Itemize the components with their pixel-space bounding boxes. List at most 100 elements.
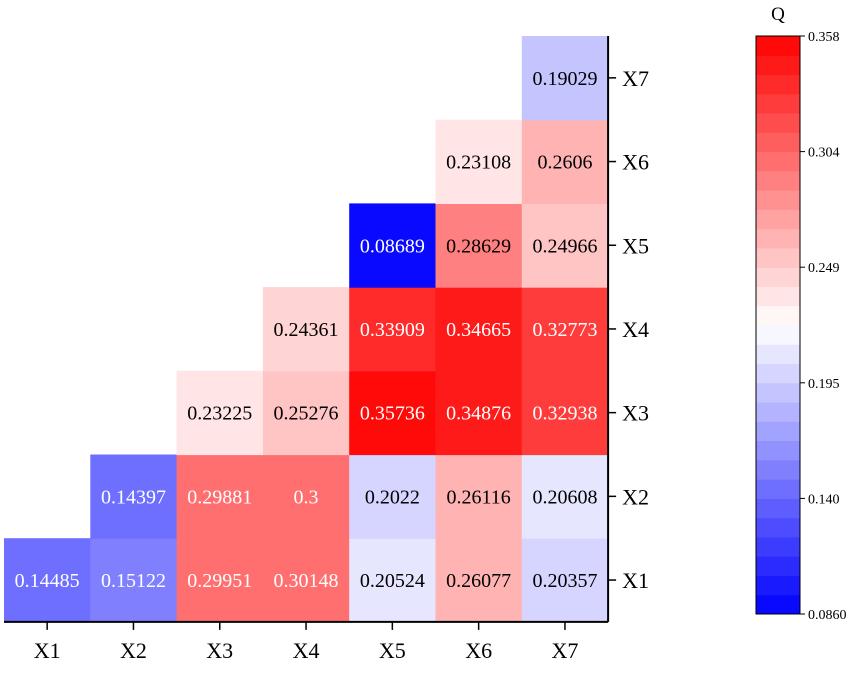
colorbar-segment <box>756 556 800 576</box>
y-tick-label: X5 <box>622 233 649 258</box>
cell-value-label: 0.35736 <box>360 403 425 425</box>
colorbar-segment <box>756 132 800 153</box>
heatmap-cell-x7-x1 <box>521 538 609 623</box>
cell-value-label: 0.28629 <box>446 235 511 257</box>
heatmap-cell-x7-x5 <box>521 203 609 288</box>
heatmap-cell-x7-x7 <box>521 36 609 121</box>
x-tick-label: X2 <box>120 638 147 663</box>
heatmap-cell-x3-x3 <box>176 370 264 456</box>
colorbar-tick-label: 0.304 <box>808 146 840 161</box>
colorbar-segment <box>756 190 800 210</box>
cell-value-label: 0.23225 <box>187 403 252 425</box>
heatmap-cell-x7-x3 <box>521 370 609 456</box>
y-tick-label: X6 <box>622 150 649 175</box>
colorbar-tick-label: 0.195 <box>808 377 840 392</box>
colorbar-segment <box>756 151 800 172</box>
heatmap-cell-x6-x1 <box>435 538 523 623</box>
y-tick-label: X2 <box>622 484 649 509</box>
heatmap-cell-x6-x3 <box>435 370 523 456</box>
heatmap-cell-x7-x2 <box>521 454 609 539</box>
cell-value-label: 0.26077 <box>446 570 511 592</box>
x-tick-label: X6 <box>465 638 492 663</box>
colorbar-segment <box>756 113 800 133</box>
x-tick-label: X4 <box>293 638 320 663</box>
cell-value-label: 0.2606 <box>537 152 592 174</box>
heatmap-cell-x6-x5 <box>435 203 523 288</box>
cell-value-label: 0.30148 <box>274 570 339 592</box>
cell-value-label: 0.25276 <box>274 403 339 425</box>
cell-value-label: 0.19029 <box>532 68 597 90</box>
colorbar-segment <box>756 363 800 384</box>
cell-value-label: 0.24361 <box>274 319 339 341</box>
heatmap-cell-x5-x4 <box>349 287 437 372</box>
x-tick-label: X1 <box>34 638 61 663</box>
heatmap-cells: 0.14485 0.15122 0.29951 0.30148 0.20524 0.260… <box>4 36 609 623</box>
colorbar-segment <box>756 344 800 365</box>
cell-value-label: 0.3 <box>294 486 319 508</box>
colorbar-tick-label: 0.358 <box>808 30 840 45</box>
colorbar-segment <box>756 382 800 403</box>
colorbar-segment <box>756 517 800 538</box>
colorbar-title: Q <box>771 4 785 25</box>
cell-value-label: 0.15122 <box>101 570 166 592</box>
cell-value-label: 0.32938 <box>532 403 597 425</box>
heatmap-cell-x5-x1 <box>349 538 437 623</box>
cell-value-label: 0.34876 <box>446 403 511 425</box>
cell-value-label: 0.29951 <box>187 570 252 592</box>
y-tick-label: X4 <box>622 317 649 342</box>
cell-value-label: 0.20357 <box>532 570 597 592</box>
colorbar-segment <box>756 421 800 442</box>
heatmap-cell-x6-x4 <box>435 287 523 372</box>
heatmap-cell-x7-x6 <box>521 119 609 204</box>
colorbar-segment <box>756 440 800 461</box>
cell-value-label: 0.08689 <box>360 235 425 257</box>
cell-value-label: 0.29881 <box>187 486 252 508</box>
colorbar-segment <box>756 498 800 519</box>
cell-value-label: 0.33909 <box>360 319 425 341</box>
colorbar-segment <box>756 170 800 191</box>
cell-value-label: 0.34665 <box>446 319 511 341</box>
colorbar-frame <box>755 35 801 615</box>
colorbar-segment <box>756 325 800 345</box>
cell-value-label: 0.14485 <box>15 570 80 592</box>
colorbar-segment <box>756 267 800 287</box>
y-tick-label: X7 <box>622 66 649 91</box>
heatmap-cell-x4-x3 <box>262 370 350 456</box>
colorbar-segment <box>756 459 800 480</box>
heatmap-cell-x2-x1 <box>90 538 178 623</box>
colorbar-segment <box>756 209 800 230</box>
colorbar: 0.0860 0.140 0.195 0.249 0.304 0.358 Q <box>755 4 847 623</box>
colorbar-segment <box>756 55 800 76</box>
heatmap-cell-x2-x2 <box>90 454 178 539</box>
cell-value-label: 0.23108 <box>446 152 511 174</box>
colorbar-segment <box>756 402 800 422</box>
colorbar-tick-label: 0.140 <box>808 492 840 507</box>
cell-value-label: 0.24966 <box>532 235 597 257</box>
colorbar-segment <box>756 228 800 249</box>
colorbar-tick-label: 0.0860 <box>808 608 847 623</box>
heatmap-cell-x5-x3 <box>349 370 437 456</box>
colorbar-segment <box>756 286 800 307</box>
heatmap-cell-x1-x1 <box>4 538 91 623</box>
colorbar-segment <box>756 74 800 95</box>
cell-value-label: 0.26116 <box>447 486 511 508</box>
colorbar-segment <box>756 36 800 56</box>
colorbar-segment <box>756 93 800 114</box>
colorbar-tick-label: 0.249 <box>808 261 840 276</box>
heatmap-cell-x3-x2 <box>176 454 264 539</box>
colorbar-segment <box>756 594 800 615</box>
x-tick-label: X3 <box>206 638 233 663</box>
heatmap-cell-x4-x4 <box>262 287 350 372</box>
cell-value-label: 0.14397 <box>101 486 166 508</box>
heatmap-cell-x5-x5 <box>349 203 437 288</box>
y-tick-label: X1 <box>622 568 649 593</box>
x-tick-label: X7 <box>552 638 579 663</box>
cell-value-label: 0.20524 <box>360 570 425 592</box>
heatmap-cell-x6-x6 <box>435 119 523 204</box>
colorbar-segment <box>756 479 800 499</box>
heatmap-cell-x4-x2 <box>262 454 350 539</box>
y-tick-label: X3 <box>622 401 649 426</box>
heatmap-cell-x3-x1 <box>176 538 264 623</box>
